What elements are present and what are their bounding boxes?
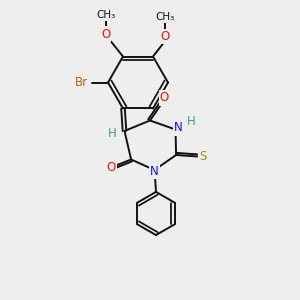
Text: N: N — [174, 122, 183, 134]
Text: CH₃: CH₃ — [96, 11, 115, 20]
Text: N: N — [150, 165, 159, 178]
Text: CH₃: CH₃ — [155, 12, 175, 22]
Text: O: O — [160, 92, 169, 104]
Text: H: H — [108, 128, 117, 140]
Text: O: O — [160, 30, 169, 43]
Text: Br: Br — [74, 76, 88, 89]
Text: S: S — [200, 150, 207, 163]
Text: O: O — [106, 161, 115, 174]
Text: H: H — [187, 115, 196, 128]
Text: O: O — [101, 28, 110, 40]
